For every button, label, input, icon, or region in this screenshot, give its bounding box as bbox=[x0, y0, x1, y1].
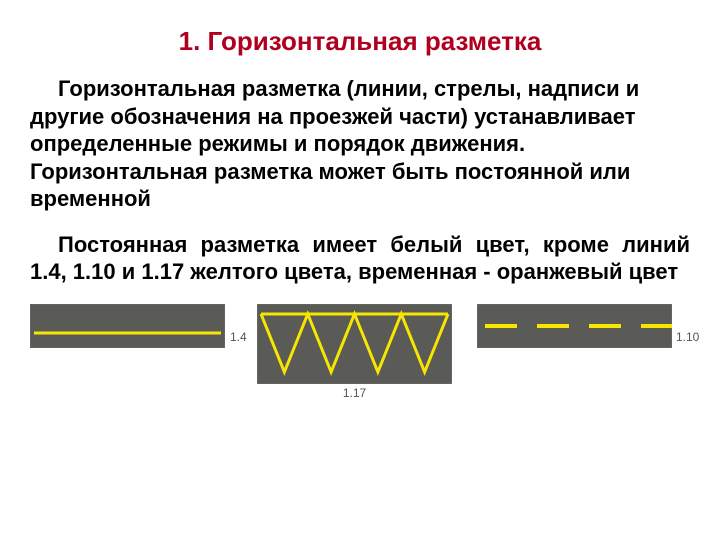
road-marking-1-4 bbox=[30, 304, 225, 348]
page-title: 1. Горизонтальная разметка bbox=[30, 26, 690, 57]
road-marking-1-17 bbox=[257, 304, 452, 384]
caption-1-10: 1.10 bbox=[676, 330, 699, 344]
caption-1-4: 1.4 bbox=[230, 330, 247, 344]
figure-1-4 bbox=[30, 304, 225, 348]
road-marking-1-10 bbox=[477, 304, 672, 348]
figure-1-10 bbox=[477, 304, 672, 348]
figures-row: 1.4 1.17 1.10 bbox=[30, 304, 690, 444]
paragraph-1: Горизонтальная разметка (линии, стрелы, … bbox=[30, 75, 690, 213]
figure-1-17: 1.17 bbox=[257, 304, 452, 400]
paragraph-2: Постоянная разметка имеет белый цвет, кр… bbox=[30, 231, 690, 286]
caption-1-17: 1.17 bbox=[257, 386, 452, 400]
